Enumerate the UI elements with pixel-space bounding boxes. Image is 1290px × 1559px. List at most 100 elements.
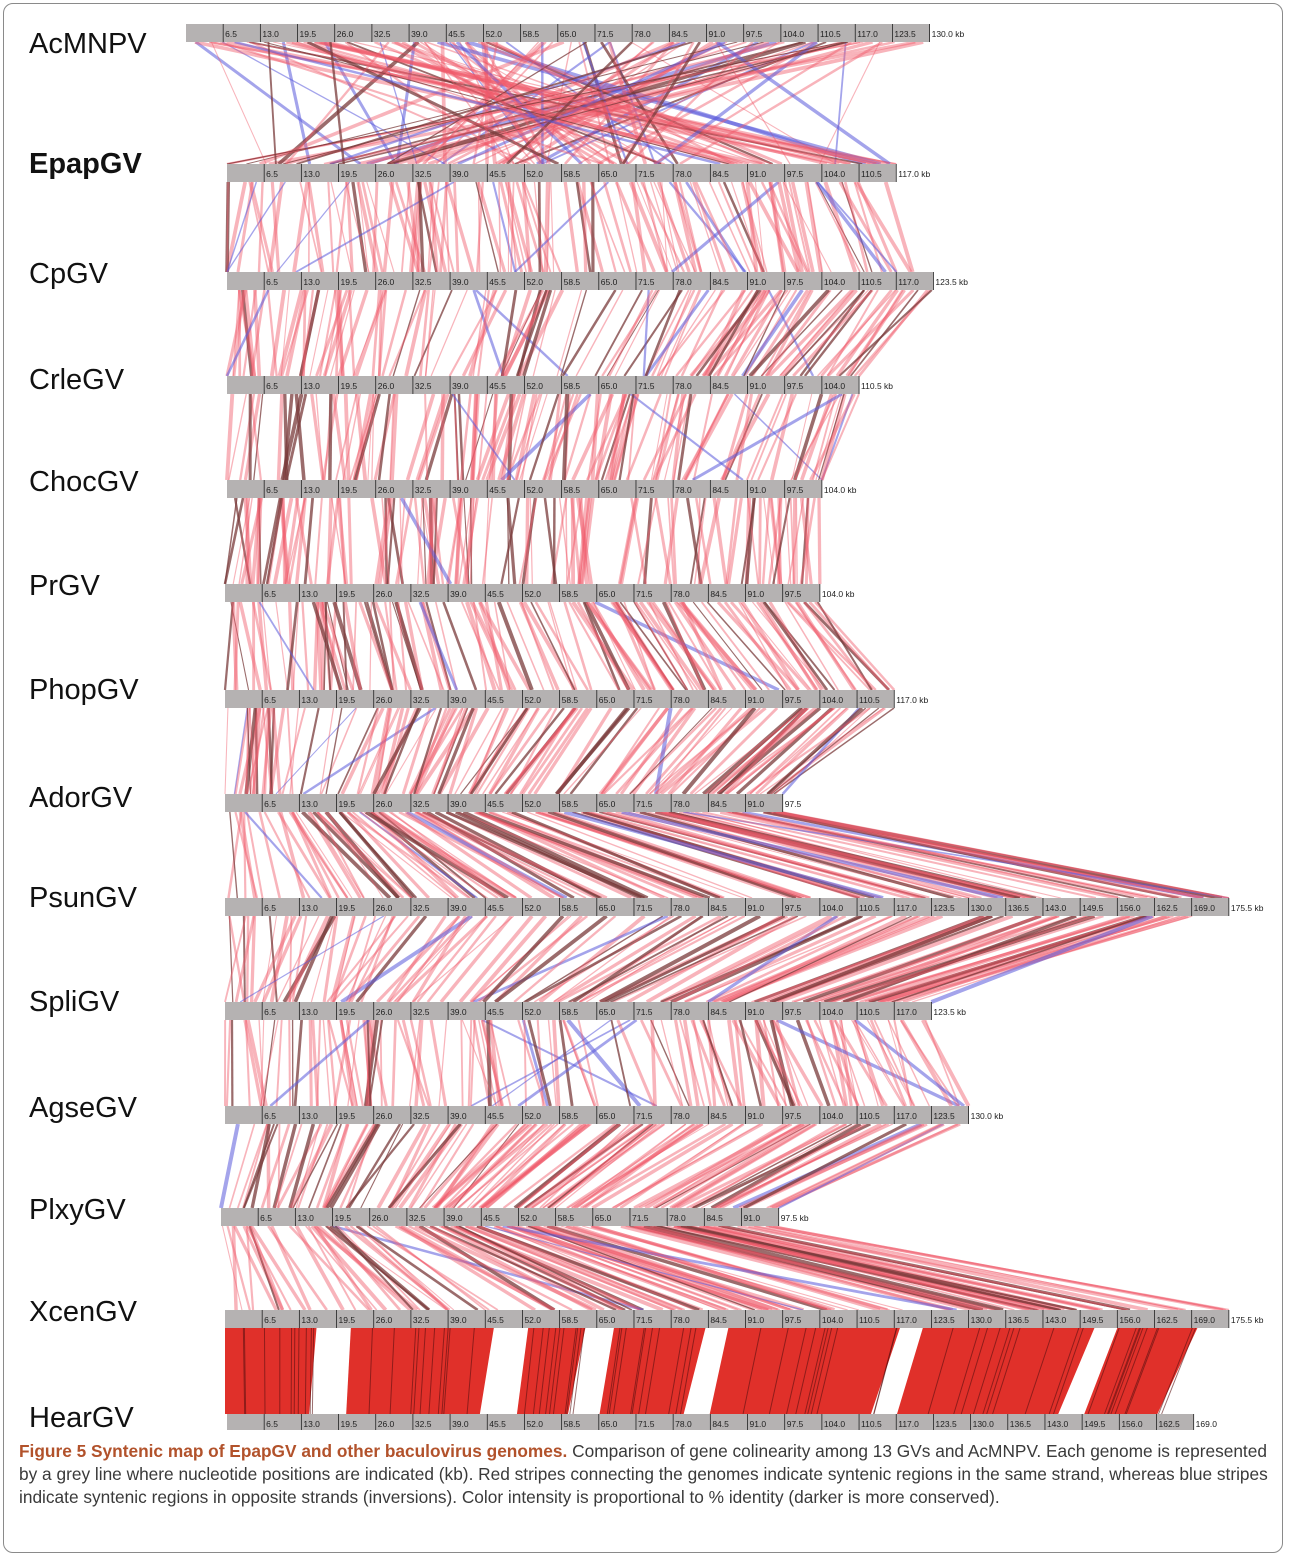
syntenic-stripe	[482, 914, 565, 1004]
syntenic-stripe	[409, 1019, 432, 1107]
syntenic-stripe	[590, 811, 910, 899]
syntenic-stripe	[284, 497, 306, 585]
conserved-stripe	[297, 1327, 300, 1415]
tick-label: 65.0	[595, 1213, 612, 1223]
syntenic-links	[194, 40, 1230, 1415]
syntenic-stripe	[370, 497, 388, 585]
syntenic-stripe	[682, 1224, 1030, 1312]
syntenic-stripe	[567, 1123, 710, 1209]
syntenic-stripe	[800, 497, 810, 585]
genome-label-adorgv: AdorGV	[29, 782, 133, 814]
tick-label: 123.5	[933, 1315, 955, 1325]
tick-label: 91.0	[744, 1213, 761, 1223]
conserved-stripe	[564, 1327, 577, 1415]
syntenic-stripe	[773, 1225, 1226, 1311]
syntenic-stripe	[452, 41, 814, 165]
syntenic-stripe	[689, 497, 706, 585]
syntenic-stripe	[499, 181, 524, 273]
genome-line	[221, 1208, 779, 1226]
syntenic-stripe	[374, 601, 412, 691]
syntenic-stripe	[261, 601, 272, 691]
syntenic-stripe	[578, 915, 737, 1003]
syntenic-stripe	[478, 601, 511, 691]
syntenic-stripe	[433, 1123, 518, 1209]
syntenic-stripe	[684, 914, 877, 1004]
genome-label-psungv: PsunGV	[29, 882, 137, 914]
syntenic-stripe	[428, 181, 439, 273]
tick-label: 169.0	[1194, 903, 1216, 913]
tick-label: 71.5	[638, 1419, 655, 1429]
syntenic-stripe	[733, 810, 1148, 900]
links-epapgv-cpgv	[225, 180, 915, 274]
syntenic-stripe	[590, 181, 617, 273]
syntenic-stripe	[628, 181, 669, 273]
syntenic-stripe	[431, 1122, 530, 1210]
syntenic-stripe	[795, 497, 798, 585]
conserved-stripe	[523, 1327, 535, 1415]
syntenic-stripe	[408, 1224, 573, 1312]
tick-label: 26.0	[378, 169, 395, 179]
syntenic-stripe	[319, 40, 852, 166]
syntenic-stripe	[768, 181, 785, 273]
syntenic-stripe	[276, 393, 284, 481]
syntenic-stripe	[377, 393, 391, 481]
tick-label: 65.0	[599, 799, 616, 809]
syntenic-stripe	[659, 181, 680, 273]
syntenic-stripe	[310, 393, 325, 481]
tick-label: 104.0	[822, 903, 844, 913]
syntenic-stripe	[705, 288, 783, 378]
syntenic-stripe	[266, 289, 278, 377]
syntenic-stripe	[289, 915, 293, 1003]
syntenic-stripe	[582, 1225, 903, 1311]
syntenic-stripe	[771, 1122, 961, 1210]
tick-label: 104.0	[824, 1419, 846, 1429]
syntenic-stripe	[826, 288, 915, 378]
syntenic-stripe	[398, 1224, 536, 1312]
syntenic-stripe	[209, 40, 880, 166]
syntenic-stripe	[342, 393, 362, 481]
syntenic-stripe	[521, 181, 552, 273]
tick-label: 91.0	[748, 589, 765, 599]
syntenic-stripe	[576, 181, 604, 273]
tick-label: 91.0	[750, 1419, 767, 1429]
syntenic-stripe	[415, 811, 587, 899]
conserved-stripe	[927, 1327, 954, 1415]
syntenic-stripe	[417, 181, 425, 273]
syntenic-stripe	[679, 40, 883, 166]
syntenic-stripe	[268, 915, 278, 1003]
tick-label: 26.0	[376, 1315, 393, 1325]
syntenic-stripe	[243, 1019, 264, 1107]
syntenic-stripe	[785, 497, 792, 585]
tick-label: 91.0	[748, 1111, 765, 1121]
syntenic-stripe	[428, 181, 440, 273]
syntenic-stripe	[387, 1123, 462, 1209]
tick-label: 26.0	[376, 1007, 393, 1017]
syntenic-stripe	[503, 706, 579, 796]
syntenic-stripe	[639, 1019, 683, 1107]
tick-label: 71.5	[636, 903, 653, 913]
syntenic-stripe	[306, 40, 559, 166]
syntenic-stripe	[292, 601, 300, 691]
tick-label: 65.0	[599, 1111, 616, 1121]
genome-bar-cpgv: 6.5 13.0 19.5 26.0 32.5 39.0 45.5 52.0 58.5 65.0 7…	[227, 272, 968, 290]
syntenic-stripe	[698, 497, 721, 585]
syntenic-stripe	[660, 1019, 684, 1107]
syntenic-stripe	[813, 914, 1043, 1004]
syntenic-stripe	[323, 40, 895, 166]
syntenic-stripe	[459, 393, 472, 481]
syntenic-stripe	[384, 601, 398, 691]
syntenic-stripe	[358, 1225, 449, 1311]
syntenic-stripe	[893, 1019, 913, 1107]
syntenic-stripe	[274, 1123, 303, 1209]
tick-label: 26.0	[376, 903, 393, 913]
syntenic-stripe	[532, 289, 556, 377]
tick-label: 58.5	[564, 277, 581, 287]
tick-label: 136.5	[1008, 1315, 1030, 1325]
syntenic-stripe	[263, 811, 311, 899]
syntenic-stripe	[303, 497, 315, 585]
syntenic-stripe	[476, 810, 665, 900]
syntenic-stripe	[301, 810, 392, 900]
syntenic-stripe	[424, 393, 454, 481]
syntenic-stripe	[234, 707, 251, 795]
tick-label: 143.0	[1045, 903, 1067, 913]
